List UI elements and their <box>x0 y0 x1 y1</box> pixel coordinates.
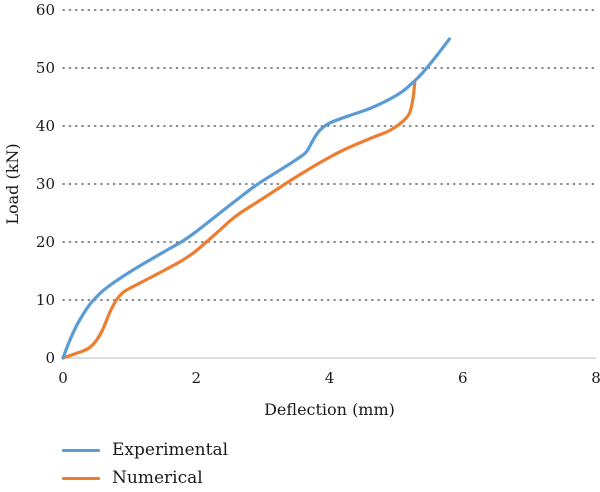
legend-swatch-numerical <box>62 476 100 480</box>
legend-item-experimental: Experimental <box>62 436 228 464</box>
series-lines <box>61 37 452 360</box>
y-axis-title: Load (kN) <box>3 143 22 224</box>
y-tick-labels: 0 10 20 30 40 50 60 <box>36 1 55 367</box>
y-tick-label: 20 <box>36 233 55 251</box>
legend: Experimental Numerical <box>62 436 228 492</box>
y-tick-label: 0 <box>45 349 55 367</box>
series-line-numerical <box>61 80 417 360</box>
x-tick-label: 6 <box>458 369 468 387</box>
y-tick-label: 50 <box>36 59 55 77</box>
y-tick-label: 10 <box>36 291 55 309</box>
x-tick-labels: 0 2 4 6 8 <box>58 369 600 387</box>
series-line-experimental <box>61 37 452 360</box>
legend-item-numerical: Numerical <box>62 464 228 492</box>
x-tick-label: 2 <box>191 369 201 387</box>
legend-swatch-experimental <box>62 448 100 452</box>
y-tick-label: 60 <box>36 1 55 19</box>
x-axis-title: Deflection (mm) <box>264 400 395 419</box>
legend-label-experimental: Experimental <box>112 440 229 460</box>
line-chart: 0 2 4 6 8 0 10 20 30 40 50 60 Deflection (mm) Load… <box>3 1 600 419</box>
x-tick-label: 4 <box>325 369 335 387</box>
x-tick-label: 8 <box>591 369 600 387</box>
legend-label-numerical: Numerical <box>112 468 203 488</box>
y-tick-label: 40 <box>36 117 55 135</box>
grid-lines <box>62 9 597 301</box>
y-tick-label: 30 <box>36 175 55 193</box>
x-tick-label: 0 <box>58 369 68 387</box>
